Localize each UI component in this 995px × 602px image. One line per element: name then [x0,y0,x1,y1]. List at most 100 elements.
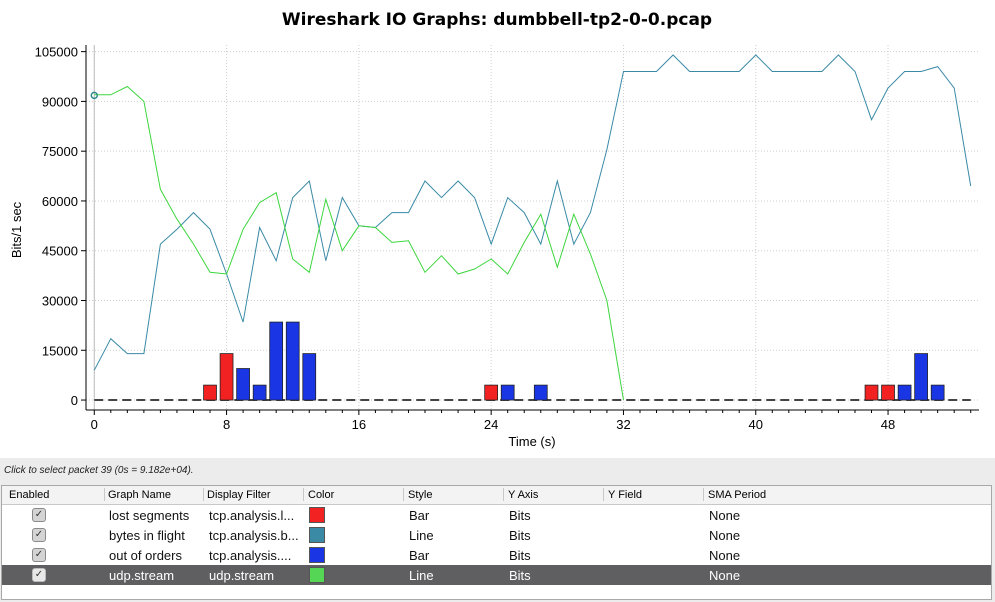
column-header-sma-period[interactable]: SMA Period [708,489,767,501]
point-bytes-in-flight [325,259,327,261]
table-row[interactable]: ✓ lost segments tcp.analysis.l... Bar Bits No… [2,505,991,525]
color-swatch[interactable] [309,567,325,583]
point-bytes-in-flight [953,87,955,89]
point-udp-stream [440,255,442,257]
point-udp-stream [391,241,393,243]
y-tick-label: 0 [71,393,78,408]
bar-out-of-orders [897,384,912,401]
bar-out-of-orders [252,384,267,401]
point-bytes-in-flight [176,228,178,230]
x-tick-label: 48 [881,417,895,432]
color-swatch[interactable] [309,547,325,563]
selected-point-marker [90,91,98,100]
point-bytes-in-flight [854,70,856,72]
point-udp-stream [589,253,591,255]
point-udp-stream [622,399,624,401]
point-bytes-in-flight [672,54,674,56]
graph-name-cell: out of orders [109,548,182,563]
y-axis-label: Bits/1 sec [9,201,24,258]
bar-lost-segments [881,384,895,401]
point-bytes-in-flight [639,70,641,72]
point-udp-stream [556,266,558,268]
point-udp-stream [407,240,409,242]
point-bytes-in-flight [936,65,938,67]
display-filter-cell: tcp.analysis.l... [209,508,295,523]
bar-out-of-orders [930,384,945,401]
point-bytes-in-flight [721,70,723,72]
point-bytes-in-flight [573,243,575,245]
series-line-udp-stream [94,85,624,401]
column-header-enabled[interactable]: Enabled [9,489,50,501]
y-axis-cell: Bits [509,568,531,583]
x-tick-label: 0 [91,417,98,432]
column-header-style[interactable]: Style [408,489,433,501]
bar-out-of-orders [533,384,548,401]
y-tick-label: 75000 [42,144,78,159]
column-header-display-filter[interactable]: Display Filter [207,489,271,501]
sma-period-cell: None [709,548,741,563]
column-header-y-field[interactable]: Y Field [608,489,643,501]
y-tick-label: 15000 [42,343,78,358]
point-bytes-in-flight [970,185,972,187]
point-bytes-in-flight [209,228,211,230]
graph-table-header: Enabled Graph Name Display Filter Color … [2,486,991,505]
bar-out-of-orders [269,321,284,401]
y-axis-cell: Bits [509,548,531,563]
io-graph-chart[interactable]: Wireshark IO Graphs: dumbbell-tp2-0-0.pc… [0,0,995,458]
point-udp-stream [325,198,327,200]
column-header-color[interactable]: Color [308,489,335,501]
y-tick-label: 105000 [35,45,78,60]
point-bytes-in-flight [424,180,426,182]
point-bytes-in-flight [887,87,889,89]
column-header-graph-name[interactable]: Graph Name [108,489,171,501]
point-bytes-in-flight [308,180,310,182]
point-bytes-in-flight [540,243,542,245]
column-header-y-axis[interactable]: Y Axis [508,489,539,501]
enabled-checkbox[interactable]: ✓ [32,508,46,522]
point-udp-stream [358,225,360,227]
point-bytes-in-flight [192,211,194,213]
color-swatch[interactable] [309,527,325,543]
graph-name-cell: udp.stream [109,568,175,583]
point-udp-stream [341,250,343,252]
point-bytes-in-flight [391,211,393,213]
enabled-checkbox[interactable]: ✓ [32,568,46,582]
point-udp-stream [209,271,211,273]
point-bytes-in-flight [788,70,790,72]
point-bytes-in-flight [837,54,839,56]
y-tick-label: 30000 [42,294,78,309]
point-bytes-in-flight [821,70,823,72]
style-cell: Line [409,568,434,583]
point-udp-stream [143,100,145,102]
point-bytes-in-flight [473,196,475,198]
point-udp-stream [159,188,161,190]
chart-title: Wireshark IO Graphs: dumbbell-tp2-0-0.pc… [282,10,712,30]
color-swatch[interactable] [309,507,325,523]
grid-layer [86,45,979,410]
enabled-checkbox[interactable]: ✓ [32,548,46,562]
point-bytes-in-flight [126,352,128,354]
point-bytes-in-flight [523,211,525,213]
table-row[interactable]: ✓ out of orders tcp.analysis.... Bar Bits Non… [2,545,991,565]
table-row[interactable]: ✓ bytes in flight tcp.analysis.b... Line Bit… [2,525,991,545]
point-bytes-in-flight [870,118,872,120]
point-udp-stream [490,258,492,260]
point-udp-stream [457,273,459,275]
style-cell: Bar [409,548,430,563]
point-udp-stream [606,299,608,301]
point-udp-stream [473,268,475,270]
point-bytes-in-flight [292,196,294,198]
graph-name-cell: bytes in flight [109,528,185,543]
enabled-checkbox[interactable]: ✓ [32,528,46,542]
io-graph-plot-area[interactable]: Wireshark IO Graphs: dumbbell-tp2-0-0.pc… [0,0,995,458]
point-bytes-in-flight [275,259,277,261]
point-udp-stream [573,213,575,215]
point-bytes-in-flight [341,196,343,198]
table-row[interactable]: ✓ udp.stream udp.stream Line Bits None [2,565,991,585]
point-bytes-in-flight [242,321,244,323]
bar-out-of-orders [914,353,928,401]
y-tick-label: 45000 [42,244,78,259]
point-udp-stream [424,271,426,273]
point-bytes-in-flight [440,196,442,198]
point-udp-stream [292,258,294,260]
